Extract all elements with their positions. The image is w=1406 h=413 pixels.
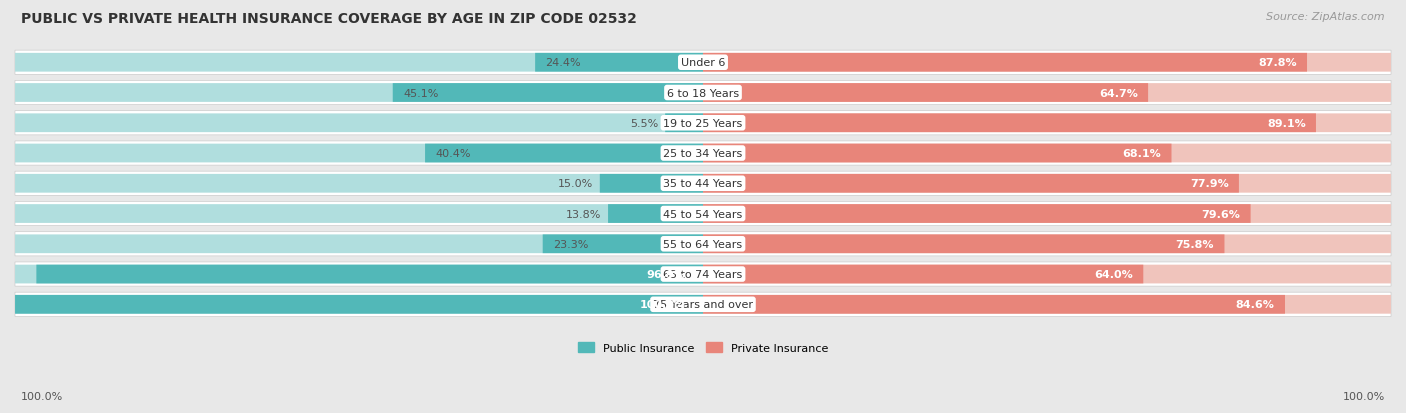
Text: 40.4%: 40.4%: [436, 149, 471, 159]
FancyBboxPatch shape: [703, 235, 1391, 254]
Text: 19 to 25 Years: 19 to 25 Years: [664, 119, 742, 128]
FancyBboxPatch shape: [703, 84, 1391, 103]
Text: 64.7%: 64.7%: [1099, 88, 1137, 98]
FancyBboxPatch shape: [703, 295, 1285, 314]
FancyBboxPatch shape: [703, 144, 1391, 163]
Text: Source: ZipAtlas.com: Source: ZipAtlas.com: [1267, 12, 1385, 22]
FancyBboxPatch shape: [15, 172, 1391, 196]
FancyBboxPatch shape: [15, 142, 1391, 166]
Text: 96.9%: 96.9%: [647, 269, 686, 279]
Text: 65 to 74 Years: 65 to 74 Years: [664, 269, 742, 279]
Text: 100.0%: 100.0%: [21, 391, 63, 401]
Text: 79.6%: 79.6%: [1201, 209, 1240, 219]
Text: 35 to 44 Years: 35 to 44 Years: [664, 179, 742, 189]
Text: 77.9%: 77.9%: [1189, 179, 1229, 189]
Text: 89.1%: 89.1%: [1267, 119, 1306, 128]
Text: 25 to 34 Years: 25 to 34 Years: [664, 149, 742, 159]
Text: 45 to 54 Years: 45 to 54 Years: [664, 209, 742, 219]
FancyBboxPatch shape: [15, 84, 703, 103]
Text: 75.8%: 75.8%: [1175, 239, 1215, 249]
Text: 24.4%: 24.4%: [546, 58, 581, 68]
FancyBboxPatch shape: [703, 54, 1391, 72]
FancyBboxPatch shape: [15, 112, 1391, 135]
FancyBboxPatch shape: [703, 265, 1143, 284]
FancyBboxPatch shape: [703, 144, 1171, 163]
FancyBboxPatch shape: [15, 205, 703, 223]
FancyBboxPatch shape: [703, 205, 1391, 223]
Text: 87.8%: 87.8%: [1258, 58, 1296, 68]
FancyBboxPatch shape: [703, 265, 1391, 284]
FancyBboxPatch shape: [703, 174, 1239, 193]
Text: 23.3%: 23.3%: [553, 239, 588, 249]
FancyBboxPatch shape: [703, 54, 1308, 72]
Text: 75 Years and over: 75 Years and over: [652, 299, 754, 310]
FancyBboxPatch shape: [703, 235, 1225, 254]
Text: 13.8%: 13.8%: [565, 209, 602, 219]
FancyBboxPatch shape: [392, 84, 703, 103]
FancyBboxPatch shape: [543, 235, 703, 254]
Text: 5.5%: 5.5%: [630, 119, 658, 128]
Text: PUBLIC VS PRIVATE HEALTH INSURANCE COVERAGE BY AGE IN ZIP CODE 02532: PUBLIC VS PRIVATE HEALTH INSURANCE COVER…: [21, 12, 637, 26]
FancyBboxPatch shape: [600, 174, 703, 193]
FancyBboxPatch shape: [703, 114, 1391, 133]
FancyBboxPatch shape: [703, 295, 1391, 314]
Text: 45.1%: 45.1%: [404, 88, 439, 98]
FancyBboxPatch shape: [536, 54, 703, 72]
FancyBboxPatch shape: [15, 295, 703, 314]
FancyBboxPatch shape: [703, 205, 1250, 223]
FancyBboxPatch shape: [15, 81, 1391, 105]
Text: 68.1%: 68.1%: [1122, 149, 1161, 159]
FancyBboxPatch shape: [15, 292, 1391, 317]
Text: 64.0%: 64.0%: [1094, 269, 1133, 279]
Text: Under 6: Under 6: [681, 58, 725, 68]
FancyBboxPatch shape: [15, 54, 703, 72]
FancyBboxPatch shape: [15, 202, 1391, 226]
FancyBboxPatch shape: [15, 232, 1391, 256]
Legend: Public Insurance, Private Insurance: Public Insurance, Private Insurance: [574, 338, 832, 358]
FancyBboxPatch shape: [15, 114, 703, 133]
FancyBboxPatch shape: [15, 174, 703, 193]
Text: 55 to 64 Years: 55 to 64 Years: [664, 239, 742, 249]
FancyBboxPatch shape: [15, 235, 703, 254]
Text: 6 to 18 Years: 6 to 18 Years: [666, 88, 740, 98]
Text: 84.6%: 84.6%: [1236, 299, 1275, 310]
FancyBboxPatch shape: [37, 265, 703, 284]
FancyBboxPatch shape: [607, 205, 703, 223]
FancyBboxPatch shape: [15, 265, 703, 284]
FancyBboxPatch shape: [425, 144, 703, 163]
FancyBboxPatch shape: [15, 144, 703, 163]
Text: 100.0%: 100.0%: [1343, 391, 1385, 401]
Text: 15.0%: 15.0%: [558, 179, 593, 189]
FancyBboxPatch shape: [15, 295, 703, 314]
FancyBboxPatch shape: [665, 114, 703, 133]
FancyBboxPatch shape: [15, 262, 1391, 287]
FancyBboxPatch shape: [703, 174, 1391, 193]
FancyBboxPatch shape: [703, 114, 1316, 133]
Text: 100.0%: 100.0%: [640, 299, 686, 310]
FancyBboxPatch shape: [15, 51, 1391, 75]
FancyBboxPatch shape: [703, 84, 1149, 103]
